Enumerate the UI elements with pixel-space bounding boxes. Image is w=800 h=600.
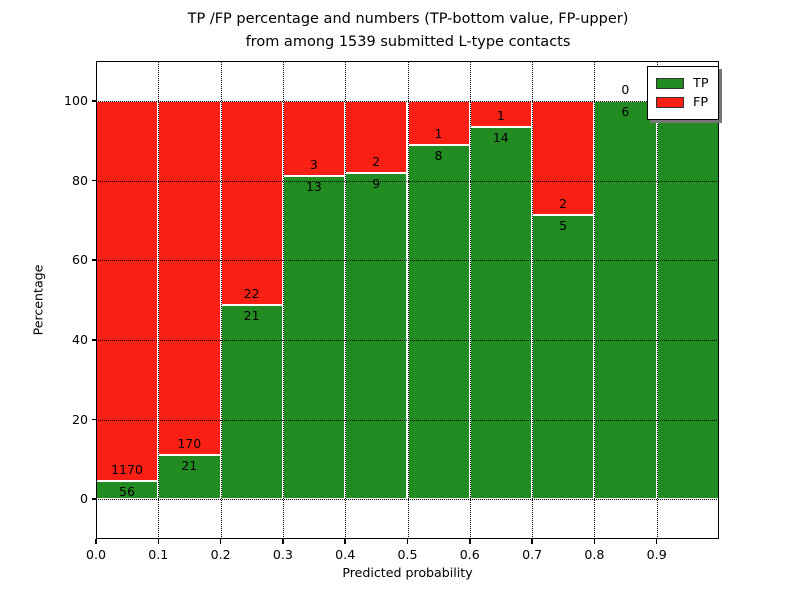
tp-count-label: 13 (305, 178, 322, 194)
y-tick-label: 20 (71, 411, 88, 427)
x-tick-mark (655, 539, 658, 544)
y-tick-mark (91, 498, 96, 500)
y-tick-label: 100 (63, 92, 88, 108)
y-axis-label: Percentage (30, 264, 46, 336)
x-tick-mark (406, 539, 409, 544)
x-tick-label: 0.0 (85, 547, 107, 562)
x-tick-label: 0.2 (210, 547, 231, 562)
bar-segment-fp-0.1-0.2 (158, 100, 221, 456)
bar-segment-tp-0.8-0.9 (594, 100, 657, 500)
bar-segment-tp-0.7-0.8 (532, 214, 595, 500)
y-tick-label: 40 (71, 331, 88, 347)
tp-count-label: 8 (434, 148, 443, 164)
y-tick-mark (91, 179, 96, 182)
tp-count-label: 5 (559, 217, 568, 233)
x-axis-label: Predicted probability (342, 565, 473, 580)
tp-count-label: 56 (119, 483, 135, 499)
gridline-vertical (158, 61, 160, 539)
tp-count-label: 9 (372, 176, 381, 192)
fp-count-label: 1 (434, 126, 443, 142)
y-tick-label: 0 (79, 491, 88, 507)
x-tick-mark (344, 539, 346, 544)
x-tick-mark (531, 539, 533, 544)
tp-count-label: 21 (243, 307, 260, 323)
fp-count-label: 0 (621, 81, 630, 97)
bar-segment-tp-0.1-0.2 (158, 455, 221, 500)
legend: TP FP (647, 66, 719, 120)
legend-item-fp: FP (656, 94, 709, 111)
y-tick-label: 60 (71, 252, 88, 268)
fp-count-label: 3 (309, 156, 318, 172)
bar-segment-fp-0.2-0.3 (220, 100, 283, 305)
x-tick-label: 0.3 (272, 547, 293, 562)
chart-title: TP /FP percentage and numbers (TP-bottom… (16, 8, 800, 54)
fp-count-label: 22 (243, 285, 260, 301)
bar-segment-tp-0.6-0.7 (469, 127, 533, 500)
fp-count-label: 2 (372, 154, 381, 170)
bar-segment-fp-0.3-0.4 (282, 100, 346, 176)
gridline-vertical (220, 61, 222, 539)
y-tick-mark (91, 418, 96, 421)
x-tick-label: 0.5 (397, 547, 418, 562)
plot-area: 56117021170212213392811415260150 (96, 61, 719, 539)
y-tick-mark (91, 100, 96, 102)
y-tick-mark (91, 259, 96, 261)
gridline-vertical (532, 61, 534, 539)
gridline-vertical (656, 61, 658, 539)
x-tick-mark (95, 539, 97, 544)
legend-item-tp: TP (656, 75, 709, 92)
x-tick-label: 0.8 (584, 547, 605, 562)
gridline-vertical (469, 61, 471, 539)
bar-segment-tp-0.2-0.3 (220, 304, 283, 500)
fp-count-label: 170 (177, 436, 202, 452)
chart-title-line1: TP /FP percentage and numbers (TP-bottom… (187, 11, 629, 27)
bar-segment-fp-0.4-0.5 (345, 100, 408, 174)
bar-segment-tp-0.9-1.0 (656, 100, 719, 500)
chart-title-line2: from among 1539 submitted L-type contact… (245, 34, 571, 50)
bar-segment-tp-0.3-0.4 (282, 175, 346, 500)
x-tick-label: 0.9 (646, 547, 667, 562)
bar-segment-tp-0.5-0.6 (407, 145, 470, 500)
tp-color-swatch (656, 78, 684, 89)
gridline-vertical (282, 61, 284, 539)
x-tick-mark (157, 539, 160, 544)
x-tick-label: 0.6 (459, 547, 480, 562)
fp-count-label: 2 (559, 195, 568, 211)
fp-color-swatch (656, 97, 684, 108)
bar-segment-fp-0.0-0.1 (96, 100, 159, 481)
legend-label-fp: FP (693, 95, 709, 110)
x-tick-mark (282, 539, 284, 544)
gridline-vertical (407, 61, 409, 539)
tp-count-label: 14 (492, 130, 509, 146)
gridline-vertical (345, 61, 347, 539)
x-tick-label: 0.4 (335, 547, 356, 562)
x-tick-label: 0.1 (148, 547, 169, 562)
x-tick-mark (593, 539, 596, 544)
x-tick-label: 0.7 (522, 547, 543, 562)
legend-label-tp: TP (693, 76, 709, 91)
tp-count-label: 21 (181, 458, 198, 474)
y-tick-mark (91, 339, 96, 341)
bar-segment-tp-0.4-0.5 (345, 173, 408, 500)
x-tick-mark (219, 539, 222, 544)
y-tick-label: 80 (71, 172, 88, 188)
fp-count-label: 1 (496, 108, 505, 124)
tp-count-label: 6 (621, 103, 630, 119)
gridline-vertical (594, 61, 596, 539)
fp-count-label: 1170 (111, 461, 143, 477)
x-tick-mark (469, 539, 471, 544)
